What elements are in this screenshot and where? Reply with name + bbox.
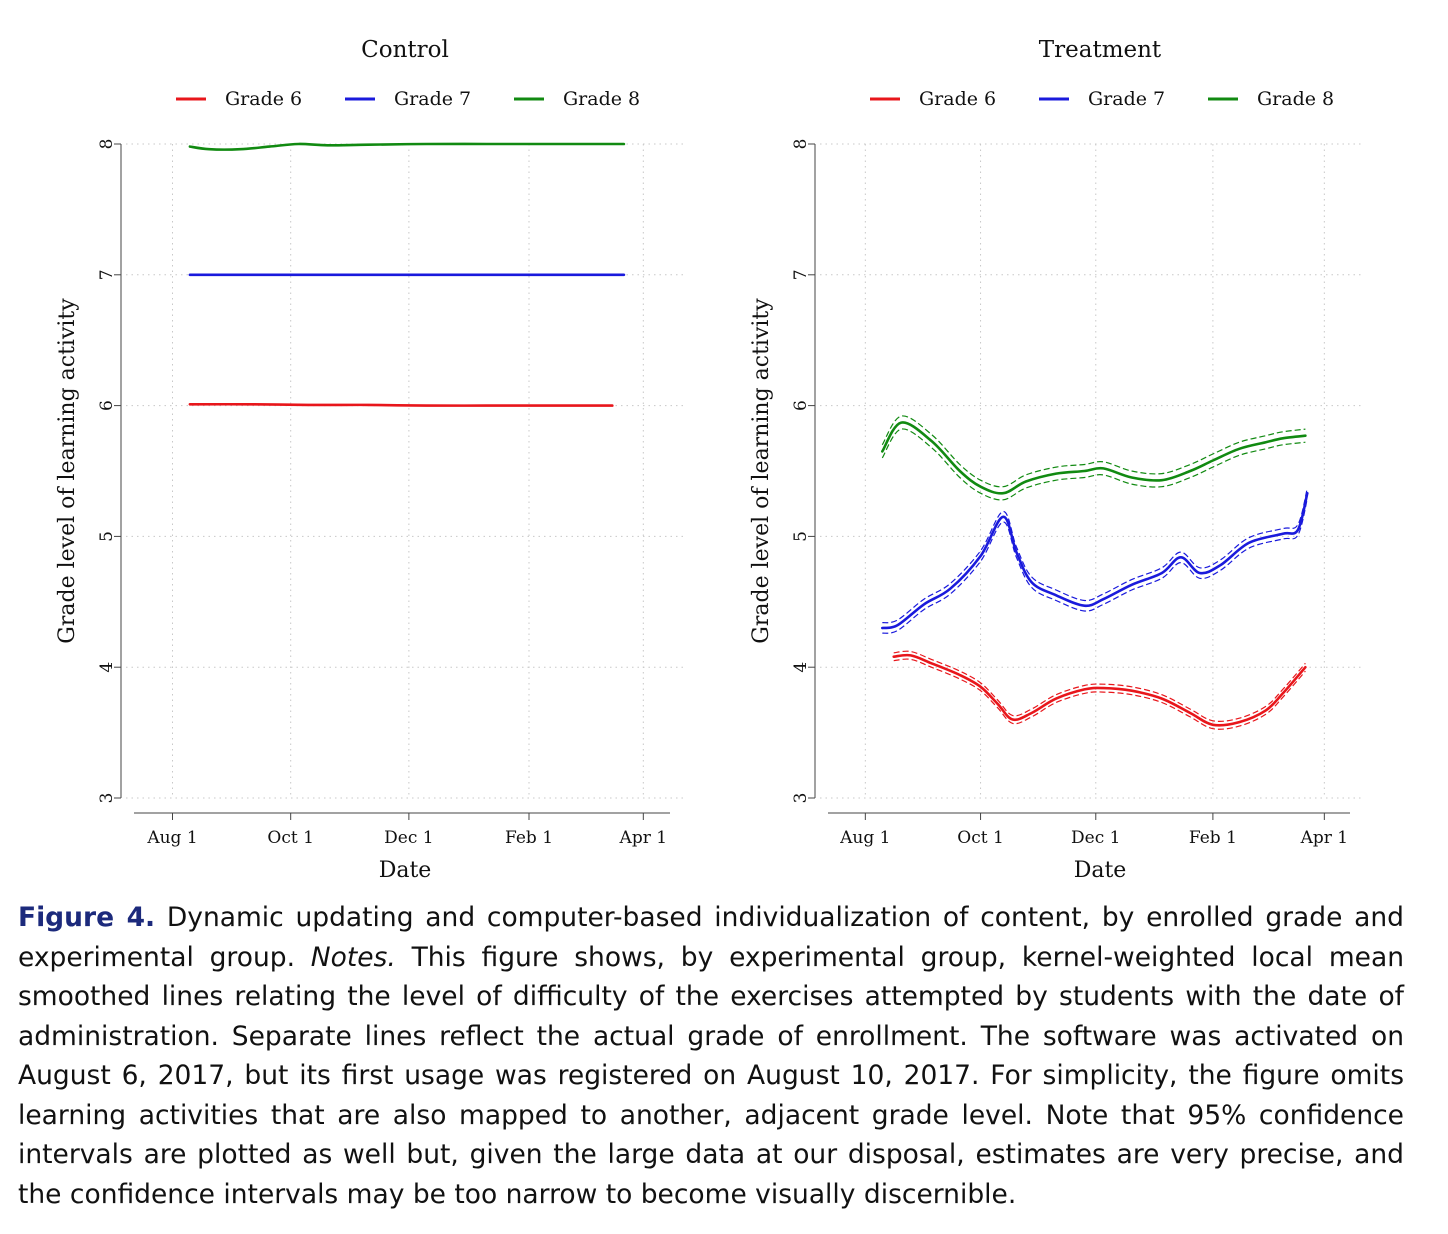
legend-label: Grade 7 — [394, 88, 471, 110]
figure-canvas: Control Grade 6 Grade 7 Grade 8 3 4 5 6 7 8 Aug 1 O… — [55, 37, 1364, 883]
x-tick-label: Oct 1 — [957, 828, 1004, 848]
caption-notes-label: Notes. — [310, 941, 396, 973]
y-tick-label: 7 — [791, 269, 811, 280]
ci-upper-grade-8 — [881, 415, 1306, 488]
x-tick-label: Oct 1 — [267, 828, 314, 848]
y-tick-label: 7 — [97, 269, 117, 280]
y-tick-label: 4 — [791, 662, 811, 673]
ci-lower-grade-6 — [893, 658, 1306, 730]
legend-label: Grade 6 — [919, 88, 996, 110]
caption-lead: Dynamic updating and computer-based indi… — [18, 902, 1405, 973]
x-tick-label: Feb 1 — [505, 828, 553, 848]
legend-label: Grade 6 — [225, 88, 302, 110]
panel-treatment: Treatment Grade 6 Grade 7 Grade 8 3 4 5 6 7 8 Aug … — [749, 37, 1364, 883]
series-line-grade-6 — [892, 653, 1307, 727]
x-tick-label: Aug 1 — [839, 828, 890, 848]
x-tick-label: Apr 1 — [1300, 828, 1349, 848]
legend-label: Grade 8 — [1257, 88, 1334, 110]
panel-title: Treatment — [1039, 37, 1162, 63]
ci-upper-grade-7 — [882, 487, 1308, 624]
series-line-grade-6 — [188, 402, 614, 407]
y-tick-label: 3 — [97, 793, 117, 804]
y-tick-label: 5 — [97, 531, 117, 542]
ci-lower-grade-7 — [882, 498, 1308, 634]
x-tick-label: Aug 1 — [146, 828, 197, 848]
figure-caption: Figure 4. Dynamic updating and computer-… — [18, 898, 1404, 1214]
y-tick-label: 8 — [791, 139, 811, 150]
series-line-grade-8 — [881, 421, 1307, 495]
x-tick-label: Feb 1 — [1189, 828, 1237, 848]
legend-label: Grade 7 — [1088, 88, 1165, 110]
y-axis-label: Grade level of learning activity — [55, 298, 80, 644]
panel-title: Control — [361, 37, 449, 63]
x-tick-label: Apr 1 — [619, 828, 668, 848]
ci-upper-grade-6 — [893, 650, 1306, 723]
y-tick-label: 8 — [97, 139, 117, 150]
y-tick-label: 4 — [97, 662, 117, 673]
caption-body: This figure shows, by experimental group… — [18, 941, 1404, 1210]
y-tick-label: 3 — [791, 793, 811, 804]
legend-label: Grade 8 — [563, 88, 640, 110]
x-axis-label: Date — [1074, 858, 1127, 883]
series-line-grade-7 — [881, 491, 1309, 630]
x-axis-label: Date — [379, 858, 432, 883]
figure-label: Figure 4. — [18, 902, 156, 933]
y-tick-label: 6 — [97, 400, 117, 411]
panel-control: Control Grade 6 Grade 7 Grade 8 3 4 5 6 7 8 Aug 1 O… — [55, 37, 684, 883]
y-axis-label: Grade level of learning activity — [749, 298, 774, 644]
series-line-grade-8 — [188, 142, 626, 151]
y-tick-label: 5 — [791, 531, 811, 542]
x-tick-label: Dec 1 — [1071, 828, 1120, 848]
ci-lower-grade-8 — [881, 428, 1306, 501]
x-tick-label: Dec 1 — [384, 828, 433, 848]
y-tick-label: 6 — [791, 400, 811, 411]
